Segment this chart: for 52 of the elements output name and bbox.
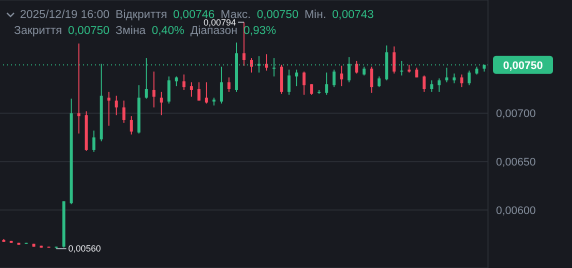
candlestick (340, 65, 344, 87)
y-tick-label: 0,00700 (496, 108, 536, 120)
candlestick (468, 70, 471, 86)
candlestick (460, 74, 464, 88)
candlestick (114, 95, 118, 116)
candlestick (378, 76, 381, 88)
annotation: 2025/12/19 16:00 (20, 9, 110, 21)
candlestick (250, 58, 254, 74)
candlestick (77, 43, 80, 134)
candlestick (392, 46, 396, 74)
candlestick (415, 67, 418, 78)
candlestick (422, 74, 426, 92)
candlestick (288, 69, 291, 96)
y-tick-label: 0,00600 (496, 204, 536, 217)
annotation: Відкриття (116, 9, 168, 21)
candlestick (174, 76, 178, 87)
candlestick (160, 91, 163, 116)
annotation: Мін. (304, 9, 326, 21)
annotation: 0,40% (152, 25, 184, 37)
annotation: 0,00750 (68, 25, 110, 37)
candlestick (197, 82, 200, 102)
annotation: Закриття (14, 25, 62, 37)
candlestick (107, 91, 110, 126)
annotation: Зміна (116, 25, 146, 37)
candlestick (167, 76, 170, 104)
candlestick (242, 22, 246, 66)
candlestick (355, 60, 358, 74)
candlestick (92, 130, 96, 152)
candlestick (302, 71, 306, 96)
candlestick (452, 73, 456, 84)
candlestick (204, 82, 208, 104)
candlestick (220, 66, 223, 104)
candlestick (182, 74, 186, 90)
candlestick (325, 72, 328, 96)
annotation: 0,00750 (256, 9, 298, 21)
candlestick (445, 67, 448, 83)
candlestick (152, 71, 156, 108)
candlestick (295, 69, 298, 87)
candlestick (370, 66, 374, 94)
candlestick (310, 84, 314, 96)
candlestick (332, 69, 336, 88)
y-tick-label: 0,00650 (496, 156, 536, 168)
annotation: 0,00743 (332, 9, 374, 21)
annotation: Діапазон (190, 25, 238, 37)
candlestick (122, 100, 126, 124)
annotation: 0,00560 (68, 244, 101, 254)
candlestick (190, 82, 193, 98)
candlestick (438, 78, 441, 92)
ref-line-label: 0,00750 (503, 60, 543, 72)
candlestick (227, 76, 230, 92)
candlestick (130, 116, 133, 135)
candlestick (430, 80, 434, 92)
